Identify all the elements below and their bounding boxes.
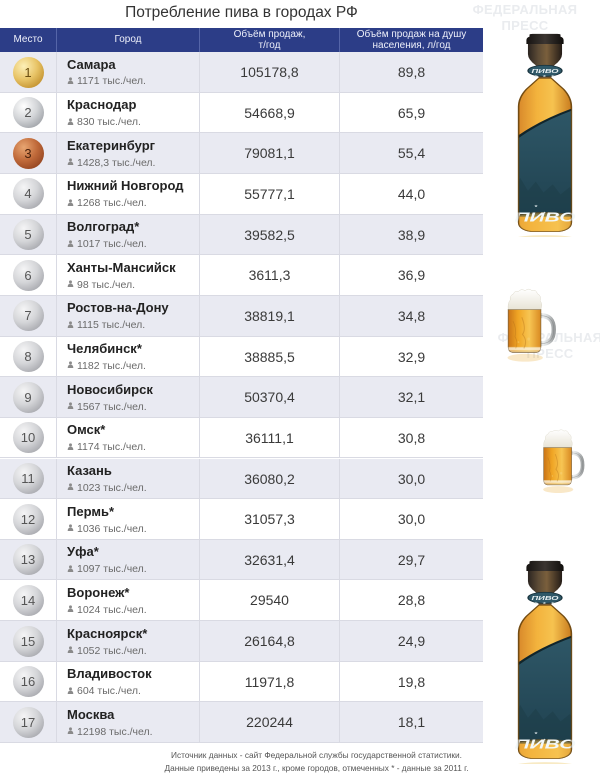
svg-text:★ ★ ★: ★ ★ ★ bbox=[534, 602, 557, 605]
svg-text:★ ★ ★: ★ ★ ★ bbox=[534, 75, 557, 78]
svg-text:ПИВО: ПИВО bbox=[515, 737, 576, 751]
svg-text:ПИВО: ПИВО bbox=[531, 68, 558, 75]
svg-text:ПИВО: ПИВО bbox=[515, 210, 576, 224]
svg-text:ПИВО: ПИВО bbox=[531, 595, 558, 602]
